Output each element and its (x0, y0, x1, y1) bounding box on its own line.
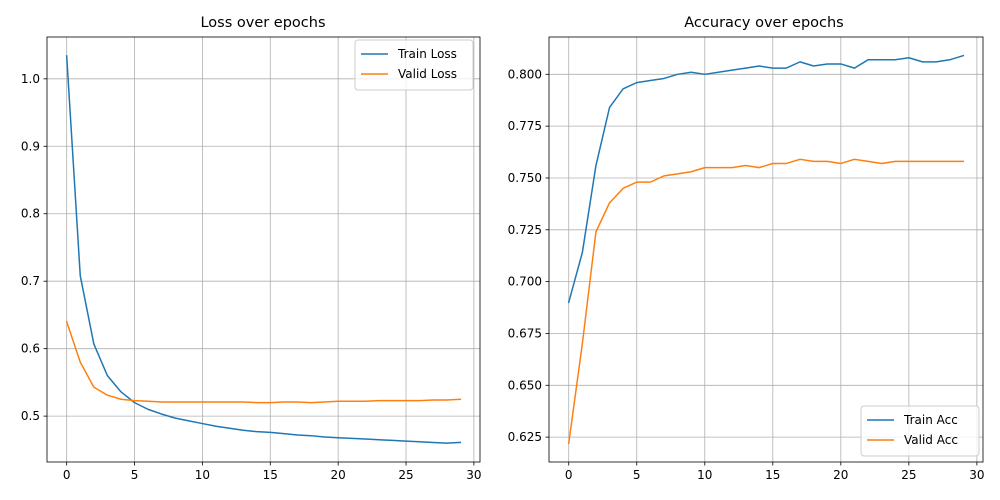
loss-x-tick-label: 25 (398, 468, 413, 482)
accuracy-chart: Accuracy over epochs 0 5 10 15 20 25 30 0.625 0.… (508, 15, 985, 482)
accuracy-series-train-acc (567, 54, 965, 304)
loss-x-tick-label: 10 (195, 468, 210, 482)
loss-axes-frame (46, 36, 481, 463)
accuracy-x-tick-label: 15 (765, 468, 780, 482)
accuracy-x-tick-label: 25 (901, 468, 916, 482)
accuracy-y-tick-label: 0.650 (508, 378, 542, 392)
accuracy-y-tick-label: 0.725 (508, 223, 542, 237)
loss-x-tick-label: 20 (331, 468, 346, 482)
accuracy-legend-label: Valid Acc (904, 433, 958, 447)
accuracy-y-tick-label: 0.800 (508, 67, 542, 81)
loss-y-tick-label: 0.5 (21, 409, 40, 423)
loss-chart-title: Loss over epochs (200, 15, 325, 31)
loss-x-tick-label: 0 (63, 468, 71, 482)
loss-x-tick-label: 30 (466, 468, 481, 482)
accuracy-series-valid-acc (567, 158, 965, 445)
loss-legend: Train Loss Valid Loss (354, 39, 474, 91)
accuracy-y-tick-label: 0.625 (508, 430, 542, 444)
loss-legend-label: Train Loss (397, 47, 457, 61)
loss-y-tick-label: 0.8 (21, 207, 40, 221)
loss-series-valid-loss (65, 320, 462, 404)
loss-y-tick-label: 0.7 (21, 274, 40, 288)
accuracy-chart-title: Accuracy over epochs (684, 15, 843, 31)
loss-legend-box (354, 39, 474, 91)
loss-chart: Loss over epochs 0 5 10 15 20 25 30 0.5 0.6 0.7 0.… (21, 15, 482, 482)
loss-y-tick-label: 1.0 (21, 72, 40, 86)
accuracy-x-tick-label: 10 (697, 468, 712, 482)
accuracy-axes-frame (548, 36, 984, 463)
accuracy-y-tick-label: 0.700 (508, 275, 542, 289)
accuracy-legend-box (860, 405, 980, 457)
loss-x-tick-label: 15 (263, 468, 278, 482)
loss-y-tick-label: 0.6 (21, 342, 40, 356)
loss-series-train-loss (65, 55, 462, 444)
loss-x-tick-label: 5 (131, 468, 139, 482)
accuracy-x-tick-label: 5 (633, 468, 641, 482)
accuracy-x-tick-label: 30 (969, 468, 984, 482)
accuracy-y-tick-label: 0.675 (508, 326, 542, 340)
accuracy-x-tick-label: 20 (833, 468, 848, 482)
accuracy-legend: Train Acc Valid Acc (860, 405, 980, 457)
loss-y-tick-label: 0.9 (21, 139, 40, 153)
accuracy-x-tick-label: 0 (565, 468, 573, 482)
accuracy-y-tick-label: 0.750 (508, 171, 542, 185)
loss-legend-label: Valid Loss (398, 67, 457, 81)
accuracy-y-tick-label: 0.775 (508, 119, 542, 133)
accuracy-legend-label: Train Acc (903, 413, 958, 427)
